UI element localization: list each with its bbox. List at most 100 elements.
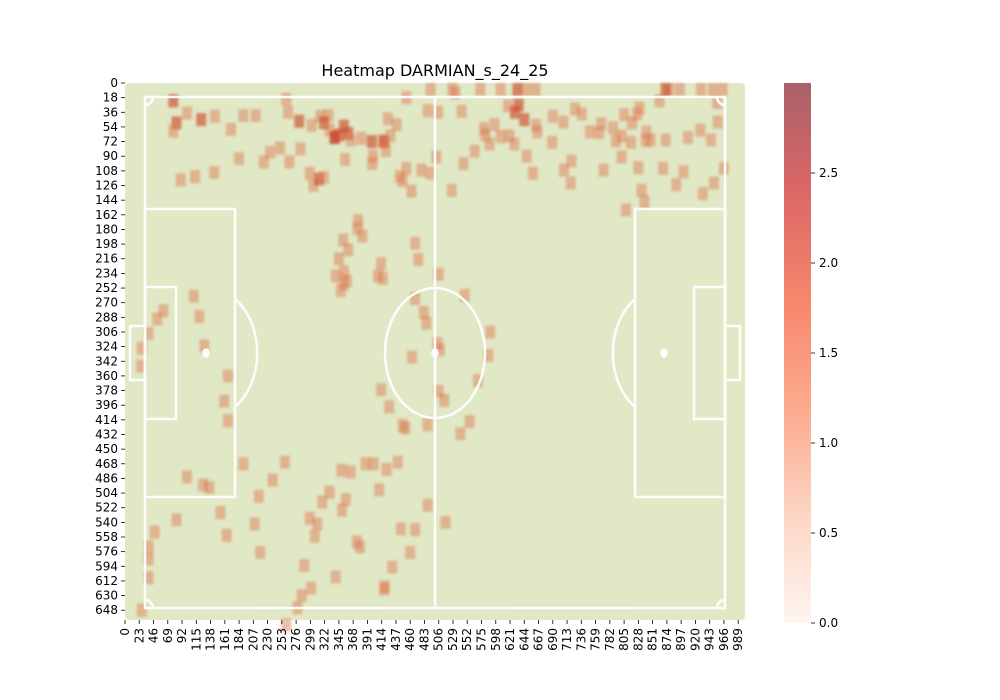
colorbar-tick-label: 1.0 (819, 436, 838, 450)
y-tick-label: 558 (95, 530, 118, 544)
heat-cell (255, 545, 266, 559)
heat-cell (204, 480, 215, 494)
y-tick-label: 522 (95, 501, 118, 515)
y-tick-label: 576 (95, 545, 118, 559)
heat-cell (489, 117, 500, 132)
heat-cell (143, 327, 154, 341)
heat-cell (671, 178, 682, 192)
heat-cell (416, 163, 427, 177)
heat-cell (381, 462, 392, 476)
heat-cell (196, 113, 207, 127)
heat-cells (136, 83, 729, 632)
heat-cell (639, 195, 650, 209)
x-tick-label: 920 (688, 628, 702, 651)
corner-arc-top-right (715, 96, 726, 107)
heat-cell (281, 618, 292, 632)
heat-cell (171, 116, 182, 130)
x-tick-label: 276 (289, 628, 303, 651)
y-tick-label: 180 (95, 222, 118, 236)
chart-title: Heatmap DARMIAN_s_24_25 (321, 61, 548, 81)
heat-cell (495, 130, 506, 144)
heat-cell (215, 506, 226, 520)
x-tick-label: 207 (246, 628, 260, 651)
x-tick-label: 437 (389, 628, 403, 651)
y-tick-label: 630 (95, 589, 118, 603)
y-tick-label: 396 (95, 398, 118, 412)
heat-cell (559, 163, 569, 177)
heat-cell (283, 105, 294, 119)
heat-cell (379, 135, 390, 149)
colorbar-gradient (784, 83, 811, 623)
x-tick-label: 828 (631, 628, 645, 651)
x-tick-label: 759 (589, 628, 603, 651)
heat-cell (641, 125, 652, 139)
heat-cell (660, 83, 671, 97)
colorbar-tick-label: 2.5 (819, 166, 838, 180)
y-tick-label: 486 (95, 471, 118, 485)
x-tick-label: 943 (703, 628, 717, 651)
heat-cell (357, 229, 368, 243)
heat-cell (510, 105, 520, 119)
heat-cell (309, 529, 320, 543)
heat-cell (422, 104, 433, 118)
heat-cell (401, 161, 412, 175)
heat-cell (636, 183, 647, 197)
heat-cell (324, 485, 335, 499)
heat-cell (707, 83, 718, 97)
heat-cell (504, 129, 515, 143)
heat-cell (295, 142, 306, 156)
x-tick-label: 92 (175, 628, 189, 643)
heat-cell (422, 418, 433, 432)
heat-cell (633, 161, 644, 175)
heat-cell (352, 222, 363, 236)
heat-cell (182, 106, 192, 120)
colorbar-ticks: 0.0 0.5 1.0 1.5 2.0 2.5 (811, 166, 838, 630)
heat-cell (456, 104, 467, 118)
x-tick-label: 414 (375, 628, 389, 651)
y-tick-label: 378 (95, 384, 118, 398)
heat-cell (330, 269, 341, 283)
heat-cell (343, 243, 354, 257)
corner-arc-top-left (144, 96, 155, 107)
heat-cell (410, 523, 421, 537)
x-tick-label: 23 (132, 628, 146, 643)
y-tick-label: 594 (95, 559, 118, 573)
heat-cell (385, 129, 396, 143)
heat-cell (598, 163, 609, 177)
x-tick-label: 483 (417, 628, 431, 651)
heat-cell (712, 115, 723, 129)
heat-cell (697, 187, 708, 201)
y-tick-label: 36 (103, 105, 118, 119)
heat-cell (280, 455, 290, 469)
heat-cell (435, 343, 445, 357)
heat-cell (433, 105, 444, 119)
x-tick-label: 253 (275, 628, 289, 651)
heat-cell (333, 252, 344, 266)
heat-cell (446, 183, 457, 197)
x-tick-label: 713 (560, 628, 574, 651)
heat-cell (306, 581, 316, 595)
heat-cell (336, 463, 347, 477)
heat-cell (483, 349, 494, 363)
heat-cell (319, 116, 329, 130)
heat-cell (547, 135, 558, 149)
heat-cell (355, 540, 365, 554)
heat-cell (616, 150, 627, 164)
heat-cell (275, 141, 285, 155)
heat-cell (594, 126, 605, 140)
heat-cell (368, 457, 379, 471)
x-tick-label: 690 (546, 628, 560, 651)
heat-cell (425, 166, 436, 180)
heat-cell (353, 213, 364, 228)
heat-cell (596, 117, 607, 131)
heat-cell (342, 274, 352, 288)
x-tick-label: 874 (660, 628, 674, 651)
y-tick-label: 270 (95, 296, 118, 310)
heat-cell (455, 427, 466, 441)
x-tick-label: 851 (646, 628, 660, 651)
heat-cell (439, 393, 450, 407)
x-tick-label: 299 (303, 628, 317, 651)
x-tick-label: 989 (731, 628, 745, 651)
x-tick-label: 460 (403, 628, 417, 651)
heat-cell (312, 517, 323, 531)
